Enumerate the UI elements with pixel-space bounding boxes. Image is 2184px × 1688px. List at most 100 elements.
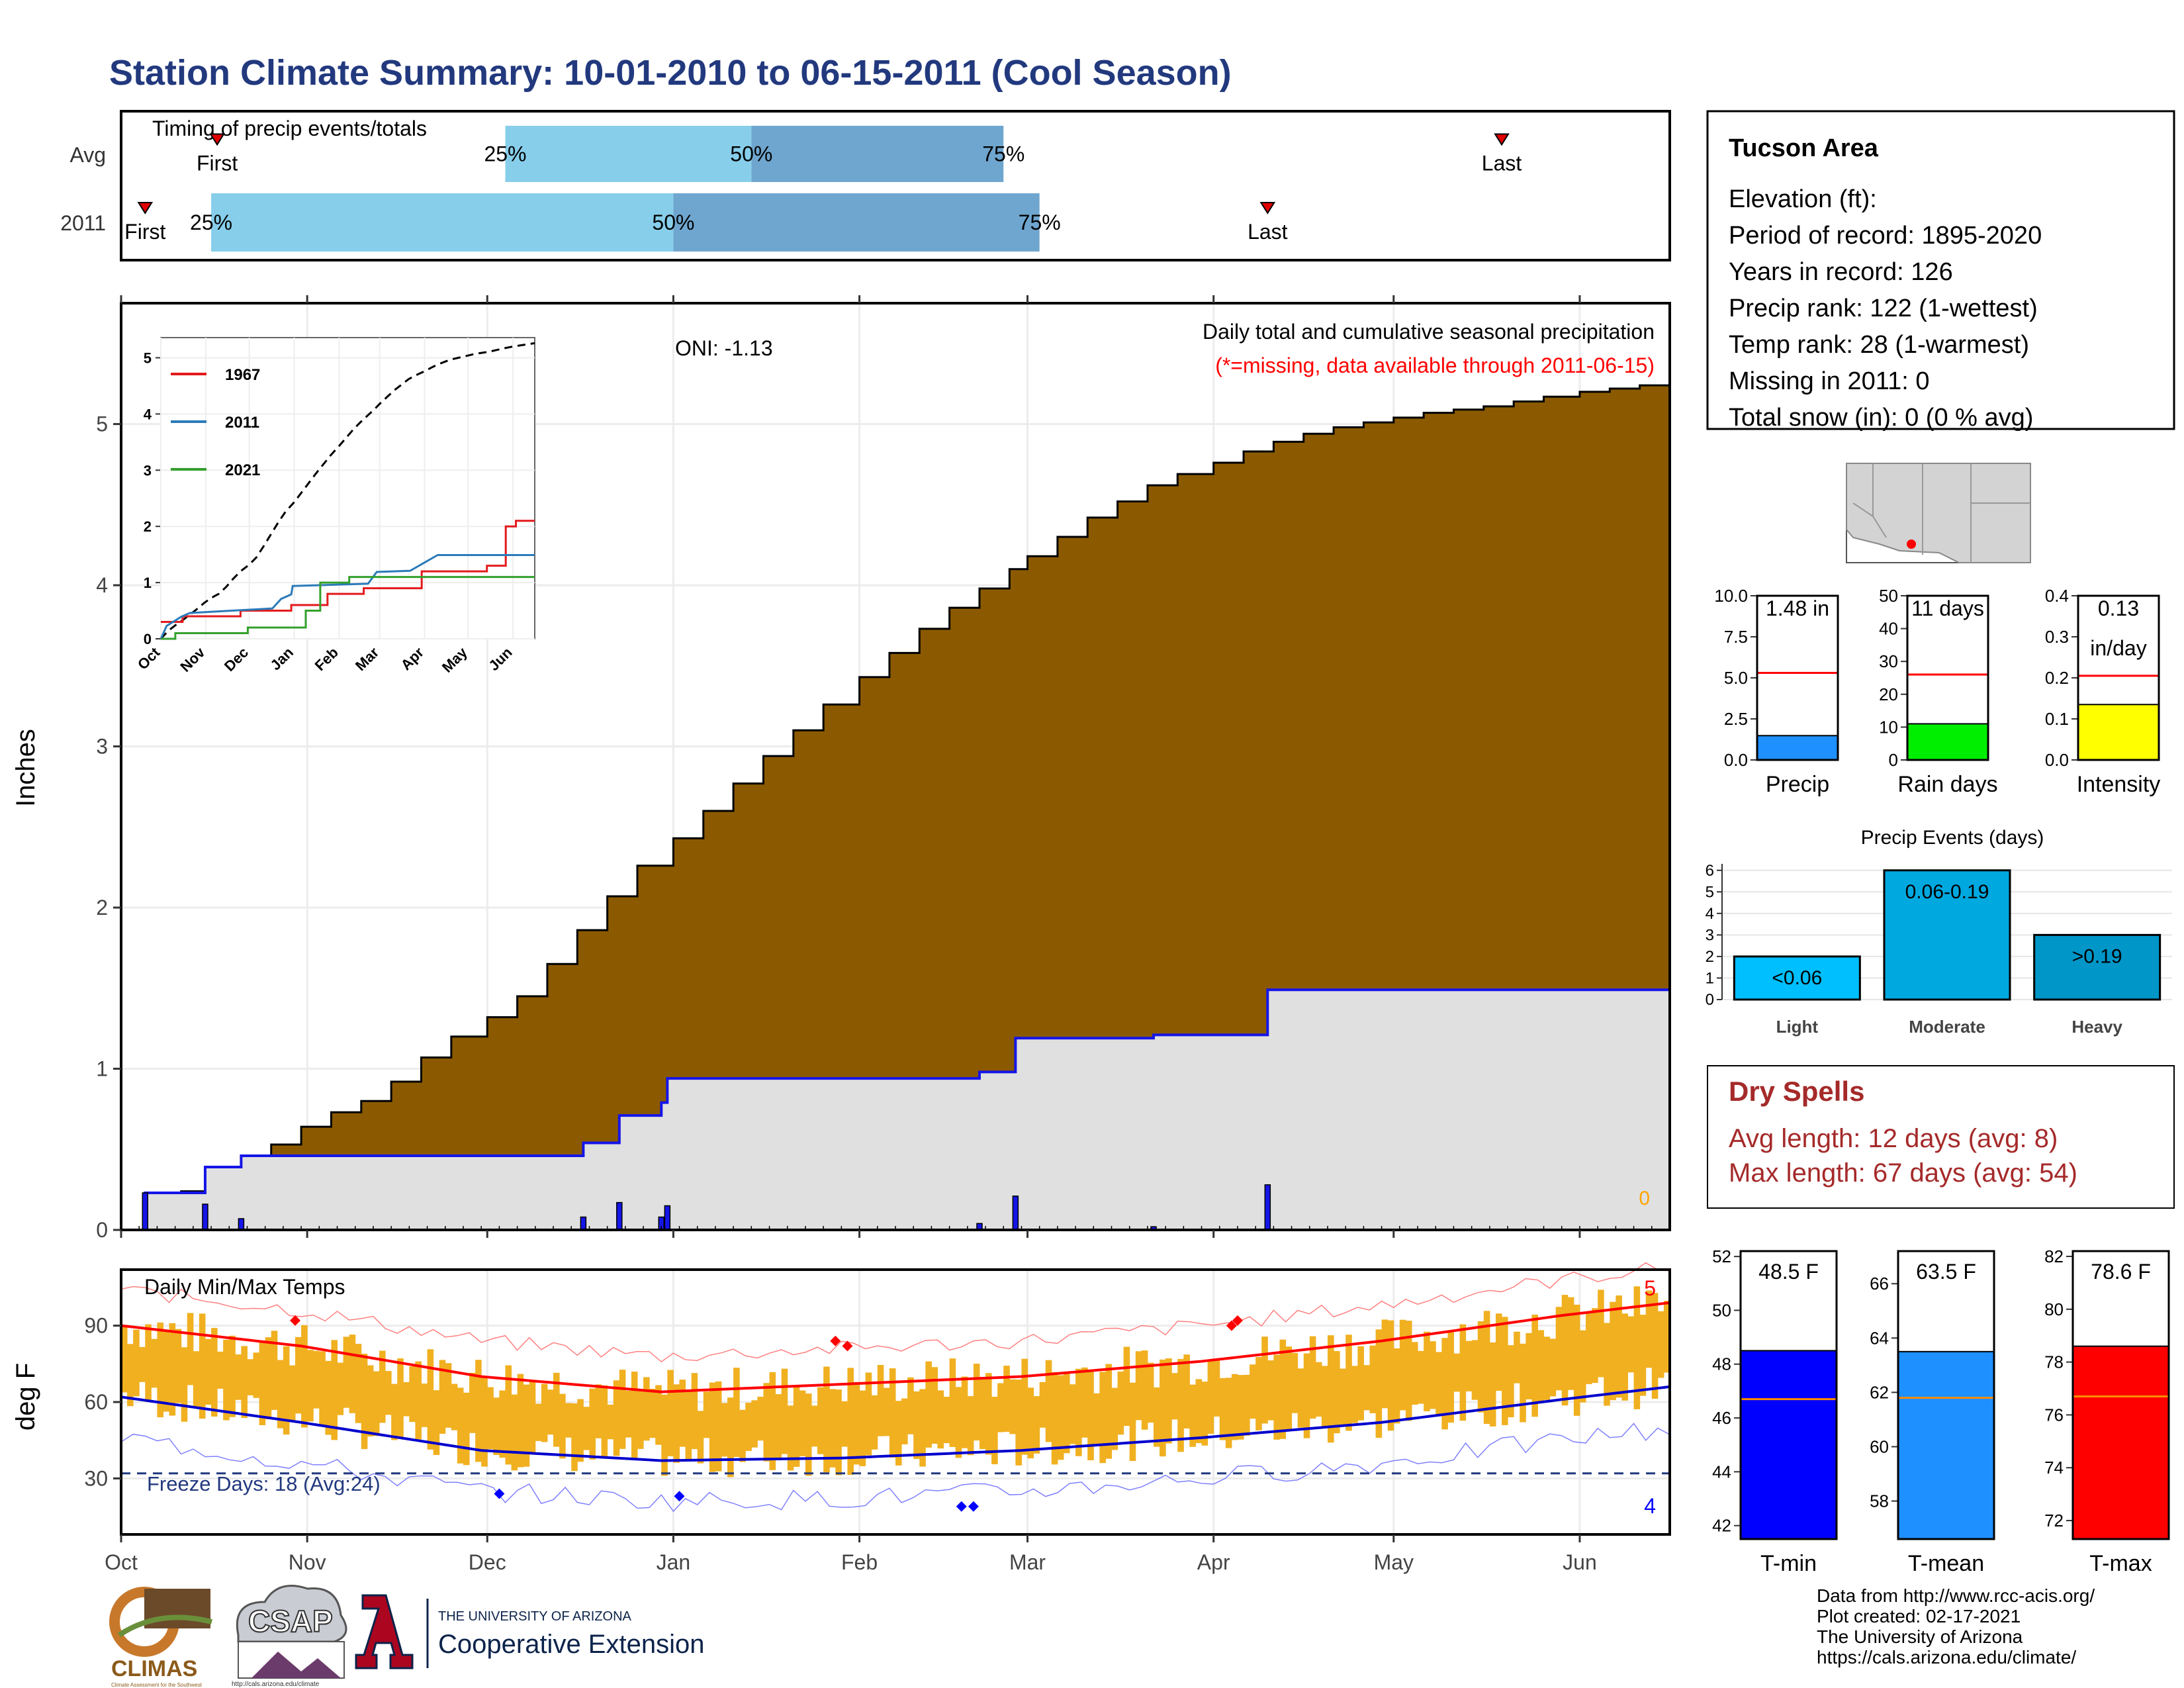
daily-temp-bar <box>157 1322 163 1417</box>
daily-temp-bar <box>439 1360 446 1434</box>
temp-bar-T-min <box>1740 1350 1837 1540</box>
daily-temp-bar <box>1351 1366 1358 1423</box>
daily-temp-bar <box>1471 1340 1479 1400</box>
daily-temp-bar <box>745 1403 752 1451</box>
record-high-count: 5 <box>1644 1276 1656 1300</box>
events-bar-Light <box>1733 955 1861 1001</box>
station-info-line: Period of record: 1895-2020 <box>1729 222 2042 250</box>
dry-spells-frame <box>1707 1065 2175 1209</box>
daily-temp-bar <box>637 1389 644 1449</box>
ua-logo: THE UNIVERSITY OF ARIZONA Cooperative Ex… <box>355 1594 704 1669</box>
credit-line: Plot created: 02-17-2021 <box>1817 1606 2021 1626</box>
daily-temp-bar <box>571 1403 578 1472</box>
month-label: Nov <box>289 1550 326 1574</box>
daily-temp-bar <box>709 1382 716 1472</box>
daily-temp-bar <box>775 1394 782 1461</box>
daily-temp-bar <box>1309 1336 1316 1419</box>
daily-temp-bar <box>889 1368 896 1458</box>
daily-temp-bar <box>1657 1311 1664 1378</box>
daily-temp-bar <box>577 1399 584 1462</box>
daily-temp-bar <box>1555 1307 1563 1391</box>
daily-temp-bar <box>1177 1358 1184 1452</box>
temps-ytick-label: 30 <box>84 1466 108 1490</box>
daily-temp-bar <box>1598 1289 1604 1378</box>
timing-p75-label: 75% <box>982 142 1024 166</box>
daily-temp-bar <box>1369 1345 1377 1413</box>
inset-avg-line <box>159 342 535 640</box>
month-label: May <box>1374 1550 1414 1574</box>
record-low-marker <box>674 1491 685 1502</box>
normal-min-line <box>120 1385 1670 1462</box>
daily-temp-bar <box>1375 1329 1383 1438</box>
daily-temp-bar <box>199 1313 206 1419</box>
precip-panel: Inches 0 1 2 3 4 5 ONI: -1.13 Daily total and… <box>11 295 1671 1242</box>
daily-temp-bar <box>259 1342 266 1425</box>
daily-temp-bar <box>469 1372 476 1433</box>
daily-precip-bar <box>238 1218 245 1231</box>
month-label: Feb <box>841 1550 878 1574</box>
record-high-marker <box>830 1335 841 1346</box>
temperature-summary-bars: 42 44 46 48 50 52 48.5 F T-min 58 60 62 64 66 63.5 F T… <box>1712 1246 2170 1576</box>
record-high-line <box>120 1262 1670 1363</box>
inset-series-2021 <box>161 576 535 640</box>
temp-bar-name: T-mean <box>1908 1551 1984 1576</box>
temps-label: Daily Min/Max Temps <box>144 1275 345 1299</box>
daily-temp-bar <box>1063 1374 1070 1454</box>
summary-bar-name: Intensity <box>2077 772 2161 797</box>
timing-last-marker <box>1259 202 1276 214</box>
daily-temp-bar <box>421 1383 428 1427</box>
daily-temp-bar <box>355 1344 362 1423</box>
daily-temp-bar <box>703 1391 710 1438</box>
timing-bar-q3-2011 <box>673 193 1040 252</box>
summary-bar-frame <box>1906 594 1989 761</box>
daily-temp-bar <box>727 1397 734 1477</box>
daily-temp-bar <box>925 1361 932 1448</box>
daily-temp-bar <box>397 1358 404 1438</box>
daily-temp-bar <box>289 1365 296 1423</box>
summary-bar-Precip <box>1756 735 1839 761</box>
daily-temp-bar <box>481 1376 488 1467</box>
daily-temp-bar <box>409 1366 416 1423</box>
daily-temp-bar <box>1586 1312 1592 1384</box>
record-low-marker <box>968 1501 979 1512</box>
daily-temp-bar <box>1285 1346 1293 1432</box>
daily-temp-bar <box>1250 1364 1256 1419</box>
daily-temp-bar <box>913 1391 920 1459</box>
summary-bar-value: 11 days <box>1911 596 1984 620</box>
daily-temp-bar <box>385 1371 392 1415</box>
temp-bar-tick-label: 80 <box>2044 1299 2064 1319</box>
daily-temp-bar <box>1412 1342 1418 1405</box>
daily-temp-bar <box>1075 1368 1082 1456</box>
daily-temp-bar <box>883 1387 890 1436</box>
daily-temp-bar <box>601 1385 608 1459</box>
daily-temp-bar <box>1237 1375 1244 1440</box>
daily-temp-bar <box>1189 1384 1196 1447</box>
daily-temp-bar <box>1610 1301 1616 1401</box>
daily-temp-bar <box>1057 1375 1064 1460</box>
daily-temp-bar <box>1340 1368 1346 1427</box>
daily-temp-bar <box>277 1360 284 1429</box>
station-info-line: Missing in 2011: 0 <box>1729 367 1929 395</box>
daily-temp-bar <box>541 1383 548 1442</box>
credits: Data from http://www.rcc-acis.org/Plot c… <box>1817 1585 2095 1667</box>
daily-precip-bar <box>142 1192 149 1231</box>
daily-temp-bar <box>271 1331 278 1410</box>
daily-temp-bar <box>979 1377 986 1450</box>
cumulative-2011-line <box>121 988 1670 1231</box>
temp-bar-tick-label: 78 <box>2044 1352 2064 1372</box>
daily-temp-bar <box>757 1396 764 1441</box>
daily-temp-bar <box>1279 1339 1287 1439</box>
daily-temp-bar <box>1255 1356 1262 1430</box>
daily-temp-bar <box>853 1382 860 1465</box>
station-info-line: Years in record: 126 <box>1729 258 1953 286</box>
daily-temp-bar <box>829 1389 836 1468</box>
daily-temp-bar <box>1477 1321 1484 1413</box>
daily-temp-bar <box>499 1390 506 1458</box>
summary-bar-tick-label: 10 <box>1879 717 1898 737</box>
daily-temp-bar <box>643 1377 650 1441</box>
climas-logo-sub: Climate Assessment for the Southwest <box>111 1682 203 1688</box>
page-title: Station Climate Summary: 10-01-2010 to 0… <box>109 53 1232 93</box>
daily-temp-bar <box>787 1405 794 1471</box>
daily-temp-bar <box>823 1366 830 1473</box>
